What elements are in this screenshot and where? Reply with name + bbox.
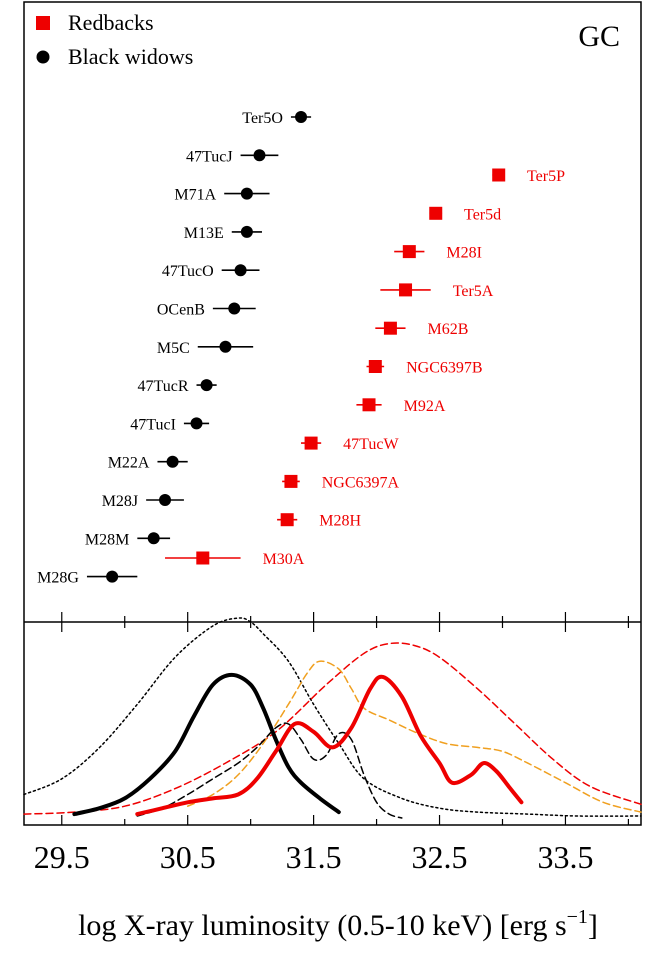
point-ocenb	[228, 302, 241, 315]
density-curve-black-dotted	[23, 617, 642, 817]
point-label-ngc6397a: NGC6397A	[322, 474, 400, 491]
point-ter5p	[492, 168, 506, 182]
point-m62b	[383, 321, 397, 335]
point-ter5d	[429, 206, 443, 220]
point-m28g	[106, 570, 119, 583]
panel-label: GC	[578, 20, 620, 53]
point-label-ngc6397b: NGC6397B	[406, 360, 482, 377]
point-m92a	[362, 398, 376, 412]
point-47tucj	[253, 149, 266, 162]
legend-black-widows-marker	[36, 50, 50, 64]
black-widows-series: Ter5O 47TucJ M71A M13E 47TucO OCenB M5C 47TucR 4…	[37, 110, 312, 587]
point-label-m71a: M71A	[174, 187, 216, 204]
point-label-m28g: M28G	[37, 570, 79, 587]
x-axis-label: log X-ray luminosity (0.5-10 keV) [erg s…	[78, 906, 598, 942]
point-label-ter5p: Ter5P	[527, 168, 565, 185]
point-label-m92a: M92A	[404, 398, 446, 415]
point-label-47tucw: 47TucW	[343, 436, 399, 453]
x-tick-label: 30.5	[160, 839, 216, 875]
plot-frames	[23, 1, 642, 826]
point-label-m30a: M30A	[263, 551, 305, 568]
x-tick-label: 29.5	[34, 839, 90, 875]
point-m28m	[147, 532, 160, 545]
point-m28j	[159, 494, 172, 506]
point-label-m22a: M22A	[108, 455, 150, 472]
point-ter5o	[295, 111, 308, 123]
point-label-47tucr: 47TucR	[138, 378, 189, 395]
density-curve-red-solid	[135, 674, 524, 817]
point-label-ter5a: Ter5A	[453, 283, 494, 300]
x-tick-label: 33.5	[537, 839, 593, 875]
x-axis-ticks: 29.5 30.5 31.5 32.5 33.5	[34, 612, 630, 875]
density-panel	[23, 617, 642, 819]
density-curve-black-solid	[72, 672, 341, 817]
point-m13e	[240, 225, 253, 238]
point-47tucw	[304, 436, 318, 450]
point-47tuco	[234, 264, 247, 277]
point-label-ocenb: OCenB	[157, 302, 205, 319]
point-m28i	[402, 245, 416, 259]
point-label-m62b: M62B	[428, 321, 469, 338]
point-m22a	[166, 455, 179, 468]
point-47tucr	[200, 379, 213, 392]
x-axis-label-exponent: −1	[567, 906, 588, 928]
point-label-47tucj: 47TucJ	[186, 148, 233, 165]
point-label-m28m: M28M	[85, 531, 129, 548]
point-label-m13e: M13E	[184, 225, 224, 242]
x-axis-label-close: ]	[588, 909, 598, 942]
point-ter5a	[399, 283, 413, 297]
point-47tuci	[190, 417, 203, 430]
point-label-m28i: M28I	[446, 245, 482, 262]
legend-redbacks-marker	[36, 16, 50, 30]
point-m5c	[219, 340, 232, 353]
legend: Redbacks Black widows	[36, 10, 193, 69]
x-tick-label: 32.5	[412, 839, 468, 875]
point-m28h	[280, 513, 294, 527]
point-ngc6397b	[368, 360, 382, 373]
density-curve-orange-dashed	[186, 660, 642, 813]
density-curve-black-dashed	[136, 722, 403, 819]
x-tick-label: 31.5	[286, 839, 342, 875]
point-ngc6397a	[284, 474, 298, 488]
density-curve-red-dashed	[23, 642, 642, 815]
plot-frame	[23, 1, 642, 826]
point-label-ter5d: Ter5d	[464, 206, 501, 223]
point-label-ter5o: Ter5O	[242, 110, 283, 127]
point-m71a	[240, 187, 253, 200]
point-label-m28h: M28H	[319, 513, 361, 530]
point-label-47tuco: 47TucO	[162, 263, 214, 280]
point-label-m5c: M5C	[157, 340, 190, 357]
point-m30a	[196, 551, 210, 565]
point-label-47tuci: 47TucI	[130, 416, 176, 433]
legend-redbacks-label: Redbacks	[68, 10, 154, 35]
redbacks-series: Ter5P Ter5d M28I Ter5A M62B NGC6397B M92A 47Tuc…	[165, 168, 565, 568]
point-label-m28j: M28J	[102, 493, 138, 510]
legend-black-widows-label: Black widows	[68, 44, 193, 69]
x-axis-label-main: log X-ray luminosity (0.5-10 keV) [erg s	[78, 909, 567, 942]
